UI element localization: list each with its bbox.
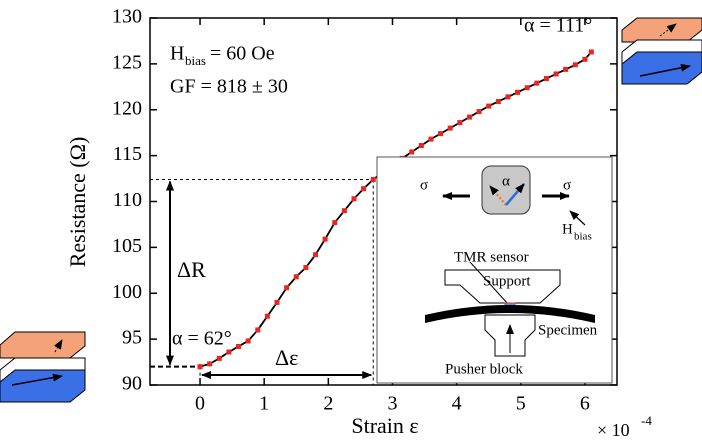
data-point bbox=[447, 125, 453, 131]
sigma-left: σ bbox=[420, 177, 428, 193]
data-point bbox=[572, 62, 578, 68]
hbias-sub: bias bbox=[185, 53, 206, 68]
x-axis-title: Strain ε bbox=[351, 413, 418, 438]
x-tick-label: 2 bbox=[323, 393, 333, 415]
data-point bbox=[322, 236, 328, 242]
data-point bbox=[255, 327, 261, 333]
delta-eps: Δε bbox=[275, 345, 298, 370]
y-tick-label: 105 bbox=[112, 235, 142, 257]
y-tick-label: 120 bbox=[112, 97, 142, 119]
delta-r: ΔR bbox=[177, 257, 206, 282]
x-tick-label: 3 bbox=[387, 393, 397, 415]
x-tick-label: 5 bbox=[516, 393, 526, 415]
data-point bbox=[197, 364, 203, 370]
y-tick-label: 100 bbox=[112, 281, 142, 303]
sigma-right: σ bbox=[563, 177, 571, 193]
y-tick-label: 125 bbox=[112, 51, 142, 73]
data-point bbox=[351, 196, 357, 202]
data-point bbox=[563, 66, 569, 72]
x-tick-label: 4 bbox=[452, 393, 462, 415]
plot-area: 90 95 100 105 110 115 120 125 130 0 1 2 3 4 5 6 bbox=[112, 6, 617, 415]
y-tick-label: 90 bbox=[122, 373, 142, 395]
data-point bbox=[216, 355, 222, 361]
gf: GF = 818 ± 30 bbox=[170, 76, 288, 98]
alpha-start: α = 62° bbox=[172, 328, 232, 350]
data-point bbox=[476, 109, 482, 115]
y-tick-label: 95 bbox=[122, 327, 142, 349]
data-point bbox=[457, 120, 463, 126]
data-point bbox=[332, 220, 338, 226]
y-tick-label: 115 bbox=[113, 143, 142, 165]
data-point bbox=[438, 131, 444, 137]
y-tick-label: 110 bbox=[113, 189, 142, 211]
data-point bbox=[466, 114, 472, 120]
y-tick-label: 130 bbox=[112, 6, 142, 28]
data-point bbox=[284, 285, 290, 291]
data-point bbox=[534, 80, 540, 86]
tmr-pointer bbox=[469, 261, 509, 305]
x-tick-label: 6 bbox=[580, 393, 590, 415]
tmr-label: TMR sensor bbox=[454, 249, 529, 265]
data-point bbox=[418, 143, 424, 149]
support-label: Support bbox=[483, 273, 531, 289]
data-point bbox=[264, 313, 270, 319]
hbias-rest: = 60 Oe bbox=[210, 43, 275, 65]
specimen-label: Specimen bbox=[538, 322, 598, 338]
data-point bbox=[361, 186, 367, 192]
data-point bbox=[245, 338, 251, 344]
inset: σ α σ H bias TMR sensor Support Specimen… bbox=[376, 156, 613, 384]
x-exponent-base: × 10 bbox=[597, 420, 630, 440]
sensor-top bbox=[481, 165, 531, 215]
inset-alpha: α bbox=[502, 173, 510, 189]
data-point bbox=[313, 252, 319, 258]
data-point bbox=[293, 274, 299, 280]
icon-bottom-left bbox=[0, 331, 86, 403]
x-tick-label: 0 bbox=[195, 393, 205, 415]
hbias-arrow bbox=[569, 210, 586, 226]
data-point bbox=[274, 299, 280, 305]
h-sub: bias bbox=[574, 231, 592, 243]
x-tick-label: 1 bbox=[259, 393, 269, 415]
data-point bbox=[409, 149, 415, 155]
data-point bbox=[370, 176, 376, 182]
data-point bbox=[428, 136, 434, 142]
data-point bbox=[553, 71, 559, 77]
pusher-label: Pusher block bbox=[445, 361, 523, 377]
free-layer-arrow bbox=[489, 185, 507, 206]
data-point bbox=[515, 89, 521, 95]
data-point bbox=[226, 349, 232, 355]
data-point bbox=[524, 85, 530, 91]
x-exponent-power: -4 bbox=[641, 413, 652, 428]
data-point bbox=[236, 343, 242, 349]
data-point bbox=[588, 49, 594, 55]
icon-top-right bbox=[621, 17, 702, 85]
data-point bbox=[582, 56, 588, 62]
specimen bbox=[425, 305, 595, 323]
data-point bbox=[486, 103, 492, 109]
data-point bbox=[495, 98, 501, 104]
y-axis-title: Resistance (Ω) bbox=[65, 137, 90, 268]
alpha-end: α = 111° bbox=[524, 15, 592, 37]
data-point bbox=[505, 94, 511, 100]
h-main: H bbox=[562, 221, 573, 237]
data-point bbox=[341, 208, 347, 214]
data-point bbox=[207, 361, 213, 367]
data-point bbox=[303, 265, 309, 271]
data-point bbox=[543, 76, 549, 82]
hbias-main: H bbox=[170, 43, 184, 65]
ref-layer-arrow bbox=[505, 183, 525, 206]
